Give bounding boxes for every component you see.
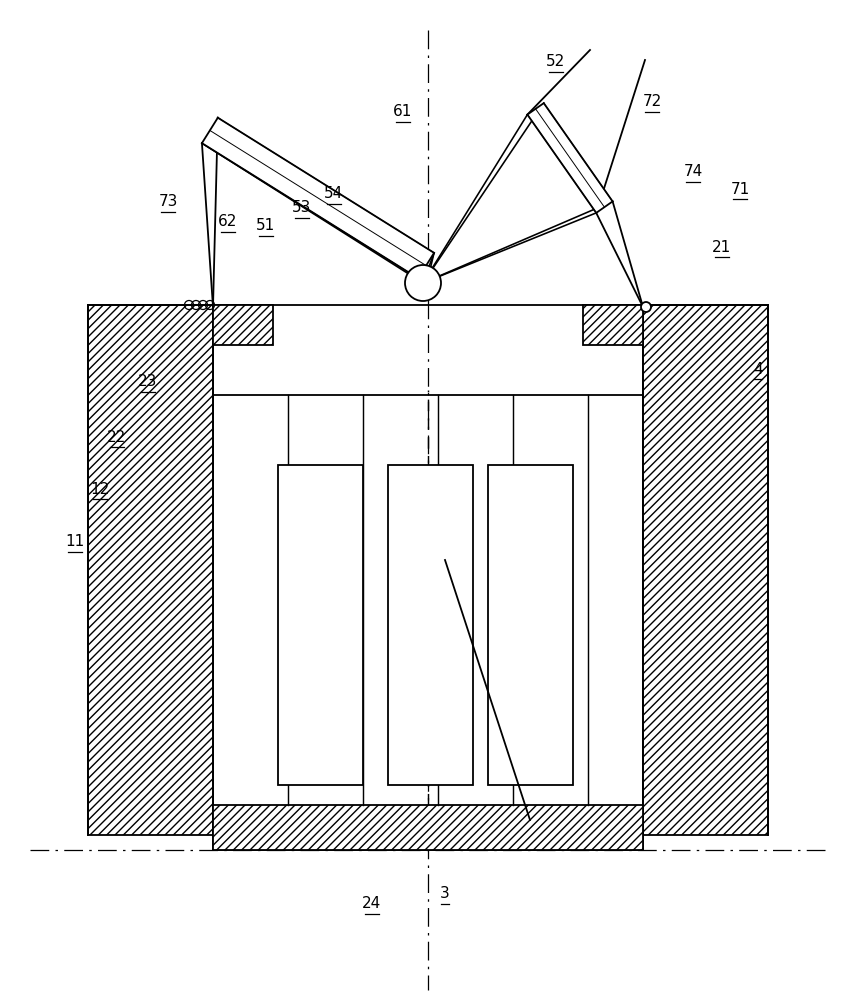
Text: 54: 54 <box>324 186 343 202</box>
Text: 61: 61 <box>393 104 413 119</box>
Text: 52: 52 <box>546 54 566 70</box>
Text: 12: 12 <box>91 482 110 496</box>
Bar <box>213 305 273 345</box>
Text: 51: 51 <box>257 219 276 233</box>
Circle shape <box>405 265 441 301</box>
Bar <box>643 305 768 835</box>
Bar <box>213 305 643 850</box>
Text: 11: 11 <box>65 534 85 550</box>
Bar <box>213 305 273 345</box>
Bar <box>278 465 363 785</box>
Polygon shape <box>202 118 434 278</box>
Text: 3: 3 <box>440 886 450 902</box>
Text: 72: 72 <box>642 95 662 109</box>
Text: 24: 24 <box>362 896 382 912</box>
Text: 23: 23 <box>139 374 158 389</box>
Circle shape <box>641 302 651 312</box>
Text: 22: 22 <box>107 430 127 444</box>
Text: 71: 71 <box>730 182 750 196</box>
Text: 53: 53 <box>292 200 312 216</box>
Text: 73: 73 <box>158 194 178 210</box>
Bar <box>213 805 643 850</box>
Bar <box>88 305 213 835</box>
Polygon shape <box>527 103 613 213</box>
Bar <box>643 305 768 835</box>
Text: 4: 4 <box>753 361 763 376</box>
Bar <box>388 465 473 785</box>
Bar <box>88 305 213 835</box>
Text: 74: 74 <box>683 164 703 180</box>
Bar <box>583 305 643 345</box>
Text: 62: 62 <box>218 215 238 230</box>
Bar <box>213 805 643 850</box>
Text: 21: 21 <box>712 239 732 254</box>
Bar <box>583 305 643 345</box>
Bar <box>488 465 573 785</box>
